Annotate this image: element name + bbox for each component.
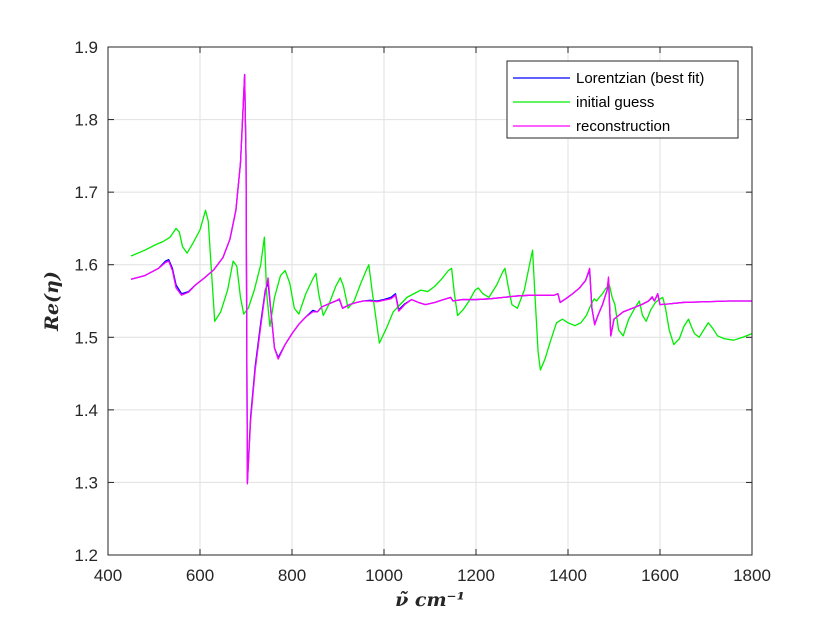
y-axis-label: Re(η): [41, 271, 63, 332]
y-tick-label: 1.4: [74, 401, 98, 420]
x-tick-label: 1000: [365, 566, 403, 585]
y-tick-label: 1.5: [74, 328, 98, 347]
x-tick-label: 1600: [641, 566, 679, 585]
series-line-reconstruction: [130, 73, 752, 485]
x-tick-label: 1200: [457, 566, 495, 585]
legend: Lorentzian (best fit) initial guess reco…: [506, 60, 739, 139]
x-axis-label: ν̃ cm⁻¹: [395, 589, 465, 611]
legend-box: [506, 60, 739, 139]
grid: [108, 47, 752, 555]
x-tick-label: 800: [278, 566, 306, 585]
y-tick-label: 1.7: [74, 183, 98, 202]
y-tick-label: 1.3: [74, 473, 98, 492]
legend-label-initial-guess: initial guess: [576, 94, 654, 111]
series-layer: [130, 73, 753, 485]
axis-ticks: 400 600 800 1000 1200 1400 1600 1800 1.2 1.3 1.4 1.…: [74, 38, 771, 585]
legend-label-lorentzian: Lorentzian (best fit): [576, 70, 704, 87]
x-tick-label: 1400: [549, 566, 587, 585]
y-tick-label: 1.2: [74, 546, 98, 565]
legend-label-reconstruction: reconstruction: [576, 118, 670, 135]
x-tick-label: 400: [94, 566, 122, 585]
y-tick-label: 1.6: [74, 256, 98, 275]
x-tick-label: 600: [186, 566, 214, 585]
y-tick-label: 1.9: [74, 38, 98, 57]
y-tick-label: 1.8: [74, 111, 98, 130]
plot-frame: [107, 46, 753, 556]
x-tick-label: 1800: [733, 566, 771, 585]
